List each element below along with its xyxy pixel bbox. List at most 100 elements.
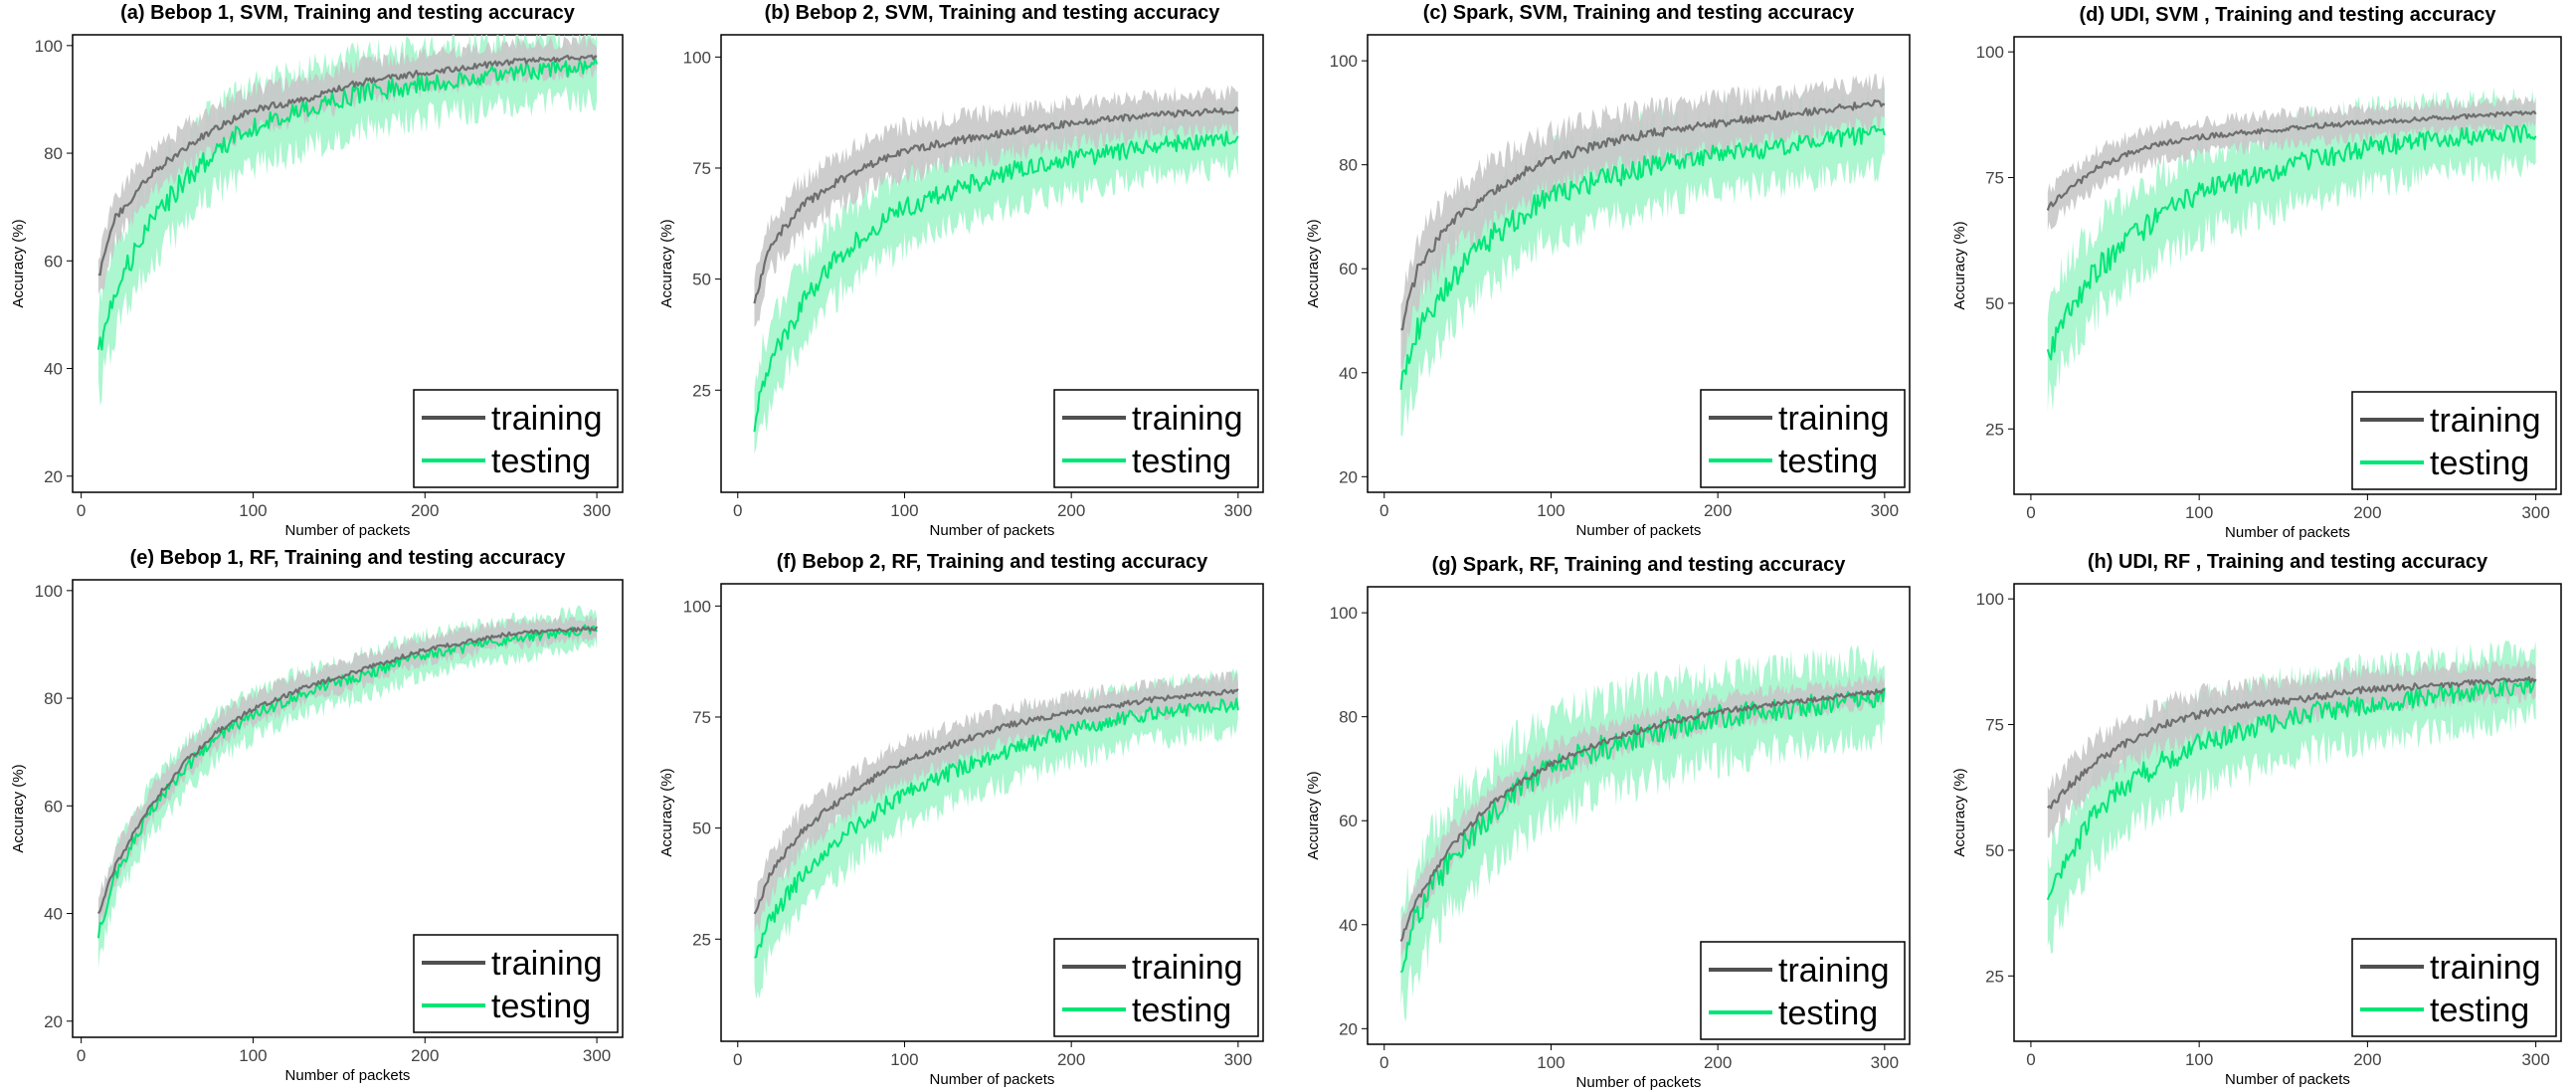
plot-area <box>2046 87 2537 413</box>
band-testing <box>1400 644 1885 1022</box>
legend-label-training: training <box>491 945 603 983</box>
y-tick-label: 75 <box>692 159 711 178</box>
plot-frame <box>72 34 624 493</box>
x-tick-label: 100 <box>890 501 918 520</box>
y-tick-label: 20 <box>44 467 63 486</box>
chart-b: (b) Bebop 2, SVM, Training and testing a… <box>658 2 1264 539</box>
band-training <box>97 614 598 928</box>
series-line-testing <box>2046 676 2537 901</box>
series-line-testing <box>754 697 1239 959</box>
legend-label-testing: testing <box>2430 992 2529 1029</box>
x-tick-label: 300 <box>583 501 611 520</box>
band-training <box>754 671 1238 934</box>
legend-box <box>413 934 619 1033</box>
x-tick-label: 100 <box>2185 503 2213 522</box>
y-tick-label: 60 <box>44 252 63 271</box>
legend: training testing <box>413 389 619 488</box>
y-tick-label: 25 <box>1985 420 2004 439</box>
y-tick-label: 20 <box>44 1012 63 1031</box>
chart-h: (h) UDI, RF , Training and testing accur… <box>1951 551 2562 1088</box>
band-testing <box>2047 639 2536 954</box>
legend-label-testing: testing <box>491 988 591 1025</box>
y-tick-label: 100 <box>1976 43 2004 62</box>
x-tick-label: 200 <box>1704 1053 1732 1072</box>
y-tick-label: 60 <box>1339 260 1358 278</box>
legend-label-testing: testing <box>1132 992 1231 1029</box>
legend-label-training: training <box>1778 400 1890 438</box>
x-tick-label: 0 <box>1380 1053 1388 1072</box>
legend-box <box>1700 389 1906 488</box>
plot-frame <box>1367 586 1911 1045</box>
y-tick-label: 100 <box>683 597 711 616</box>
legend-box <box>1053 389 1259 488</box>
y-tick-label: 25 <box>692 930 711 949</box>
plot-frame <box>720 34 1264 493</box>
x-axis-label: Number of packets <box>2225 524 2350 541</box>
series-line-testing <box>96 58 599 351</box>
legend-label-testing: testing <box>491 443 591 480</box>
y-tick-label: 75 <box>1985 716 2004 735</box>
x-tick-label: 300 <box>2521 503 2549 522</box>
band-testing <box>2047 87 2536 413</box>
x-tick-label: 0 <box>77 1046 86 1065</box>
y-tick-label: 40 <box>44 905 63 924</box>
y-axis-label: Accuracy (%) <box>658 768 675 856</box>
chart-c: (c) Spark, SVM, Training and testing acc… <box>1305 2 1911 539</box>
series-line-testing <box>1399 124 1886 390</box>
series-line-training <box>2047 675 2537 810</box>
series-line-training <box>753 106 1239 304</box>
y-tick-label: 80 <box>44 689 63 708</box>
y-axis-label: Accuracy (%) <box>1305 219 1322 307</box>
x-tick-label: 100 <box>2185 1050 2213 1069</box>
x-tick-label: 0 <box>733 1050 742 1069</box>
y-tick-label: 60 <box>44 797 63 816</box>
plot-area <box>753 85 1239 455</box>
chart-title: (f) Bebop 2, RF, Training and testing ac… <box>777 551 1208 573</box>
y-tick-label: 80 <box>44 144 63 163</box>
y-axis-label: Accuracy (%) <box>1305 771 1322 859</box>
x-tick-label: 300 <box>1871 501 1899 520</box>
chart-a: (a) Bebop 1, SVM, Training and testing a… <box>10 2 624 539</box>
chart-title: (b) Bebop 2, SVM, Training and testing a… <box>765 2 1221 24</box>
chart-title: (a) Bebop 1, SVM, Training and testing a… <box>120 2 576 24</box>
series-line-training <box>97 54 598 276</box>
legend-label-training: training <box>1778 952 1890 990</box>
band-testing <box>754 96 1238 455</box>
chart-title: (h) UDI, RF , Training and testing accur… <box>2088 551 2488 573</box>
x-axis-label: Number of packets <box>930 522 1055 539</box>
x-tick-label: 200 <box>2353 503 2381 522</box>
band-training <box>754 85 1238 327</box>
legend-label-training: training <box>2430 402 2541 440</box>
legend: training testing <box>2351 938 2557 1037</box>
legend-box <box>413 389 619 488</box>
y-tick-label: 75 <box>692 708 711 727</box>
y-tick-label: 80 <box>1339 708 1358 727</box>
y-tick-label: 100 <box>1976 590 2004 609</box>
chart-e: (e) Bebop 1, RF, Training and testing ac… <box>10 547 624 1084</box>
legend-label-training: training <box>1132 949 1243 987</box>
y-tick-label: 50 <box>1985 841 2004 860</box>
y-tick-label: 50 <box>1985 294 2004 313</box>
y-tick-label: 20 <box>1339 1019 1358 1038</box>
y-axis-label: Accuracy (%) <box>1951 221 1968 309</box>
chart-g: (g) Spark, RF, Training and testing accu… <box>1305 554 1911 1091</box>
series-line-training <box>753 688 1239 915</box>
x-axis-label: Number of packets <box>285 522 411 539</box>
x-axis-label: Number of packets <box>1576 522 1702 539</box>
band-training <box>2047 95 2536 233</box>
plot-frame <box>2013 583 2562 1042</box>
plot-area <box>2046 639 2537 954</box>
x-tick-label: 0 <box>2026 1050 2035 1069</box>
x-tick-label: 100 <box>239 1046 267 1065</box>
chart-d: (d) UDI, SVM , Training and testing accu… <box>1951 4 2562 541</box>
x-tick-label: 100 <box>1537 501 1564 520</box>
x-tick-label: 300 <box>2521 1050 2549 1069</box>
y-tick-label: 40 <box>1339 364 1358 383</box>
x-tick-label: 100 <box>1537 1053 1564 1072</box>
x-tick-label: 200 <box>411 1046 439 1065</box>
series-line-training <box>2046 110 2537 211</box>
y-tick-label: 100 <box>1330 52 1358 71</box>
x-tick-label: 300 <box>1224 501 1252 520</box>
legend-label-training: training <box>2430 949 2541 987</box>
